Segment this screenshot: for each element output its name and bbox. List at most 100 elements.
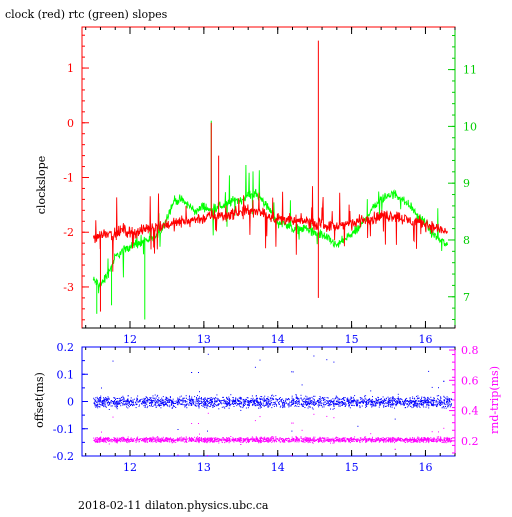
offset-points-point — [189, 400, 191, 402]
offset-points-point — [267, 396, 269, 398]
rndtrip-points-point — [260, 441, 262, 443]
offset-points-point — [99, 399, 101, 401]
offset-points-point — [113, 403, 115, 404]
rndtrip-points-point — [121, 437, 123, 439]
offset-points-point — [427, 400, 429, 402]
offset-points-point — [374, 401, 376, 403]
rndtrip-points-point — [214, 437, 216, 439]
rndtrip-points-point — [228, 442, 230, 444]
offset-points-point — [310, 397, 311, 399]
offset-points-point — [416, 404, 418, 406]
offset-points-point — [417, 397, 419, 399]
rndtrip-points-point — [142, 439, 144, 441]
offset-points-point — [408, 404, 410, 406]
offset-points-point — [384, 398, 386, 400]
rndtrip-points-point — [412, 440, 414, 442]
rndtrip-points-point — [423, 441, 425, 443]
offset-points-point — [198, 397, 200, 399]
offset-points-point — [228, 403, 230, 405]
offset-points-point — [433, 401, 435, 403]
rndtrip-points-point — [184, 437, 186, 439]
offset-points-point — [198, 406, 200, 408]
offset-points-point — [314, 401, 316, 403]
offset-points-point — [424, 402, 426, 404]
offset-points-point — [245, 401, 246, 402]
offset-points-point — [361, 401, 363, 403]
rndtrip-points-point — [351, 437, 353, 439]
offset-points-point — [152, 401, 154, 403]
offset-points-point — [164, 400, 166, 402]
offset-points-point — [218, 404, 219, 406]
offset-points-point — [269, 403, 271, 405]
rndtrip-points-point — [99, 439, 101, 441]
rndtrip-points-point — [270, 440, 272, 442]
offset-points-point — [428, 404, 430, 406]
offset-points-point — [380, 399, 382, 401]
rndtrip-points-point — [243, 440, 245, 442]
offset-points-point — [151, 403, 153, 405]
bottom-panel: 12 13 14 15 16-0.2-0.100.10.20.20.40.60.8 — [53, 341, 479, 474]
rndtrip-points-point — [139, 439, 141, 441]
offset-points-point — [127, 395, 129, 397]
offset-points-point — [371, 405, 373, 407]
rndtrip-points-point — [436, 436, 438, 438]
offset-points-point — [198, 402, 199, 404]
rndtrip-points-point — [273, 439, 275, 441]
offset-points-point — [114, 405, 116, 407]
offset-points-point — [287, 403, 289, 405]
offset-points-point — [309, 399, 311, 401]
rndtrip-points-point — [214, 437, 216, 439]
bottom-right-tick-label: 0.6 — [461, 374, 479, 387]
rndtrip-points-point — [124, 438, 126, 440]
rndtrip-points-point — [261, 436, 263, 438]
offset-points-point — [276, 399, 278, 400]
offset-points-point — [339, 399, 341, 401]
offset-points-point — [199, 398, 201, 400]
rndtrip-points-point — [289, 441, 291, 443]
rndtrip-points-point — [426, 439, 428, 441]
offset-points-point — [323, 399, 325, 401]
rndtrip-points-point — [191, 437, 193, 439]
rndtrip-points-point — [115, 441, 117, 443]
offset-points-point — [384, 399, 386, 401]
offset-points-point — [171, 404, 172, 406]
rndtrip-points-point — [232, 437, 234, 439]
offset-points-point — [388, 401, 390, 403]
offset-points-point — [117, 398, 119, 399]
rndtrip-points-point — [157, 438, 159, 440]
offset-points-point — [359, 405, 361, 407]
rndtrip-points-point — [336, 439, 338, 441]
rndtrip-points-point — [165, 437, 167, 439]
rndtrip-points-point — [222, 437, 224, 439]
offset-points-point — [210, 397, 212, 399]
rndtrip-points-point — [263, 437, 265, 439]
rndtrip-points-point — [117, 437, 119, 439]
offset-points-point — [188, 403, 190, 405]
offset-points-point — [140, 399, 142, 400]
offset-points-point — [323, 404, 325, 406]
rndtrip-points-point — [242, 438, 244, 440]
rndtrip-points-point — [198, 423, 199, 424]
rndtrip-points-point — [199, 440, 201, 441]
rndtrip-points-point — [368, 438, 370, 440]
offset-points-point — [387, 396, 389, 398]
rtc-series-line — [92, 164, 449, 294]
offset-points-point — [366, 401, 367, 403]
offset-points-point — [282, 405, 284, 407]
offset-points-point — [149, 397, 151, 399]
offset-points-point — [94, 404, 96, 406]
offset-points-point — [343, 403, 345, 405]
offset-points-point — [180, 400, 182, 402]
rndtrip-points-point — [220, 439, 222, 441]
offset-points-point — [99, 406, 101, 408]
offset-points-point — [115, 402, 116, 404]
offset-points-point — [411, 402, 413, 404]
rndtrip-points-point — [300, 437, 302, 439]
offset-points-point — [349, 402, 351, 404]
offset-points-point — [343, 403, 345, 405]
rndtrip-points-point — [192, 440, 194, 441]
offset-points-point — [290, 405, 292, 407]
rndtrip-points-point — [432, 438, 433, 440]
rndtrip-points-point — [371, 440, 373, 442]
offset-points-point — [439, 404, 441, 406]
